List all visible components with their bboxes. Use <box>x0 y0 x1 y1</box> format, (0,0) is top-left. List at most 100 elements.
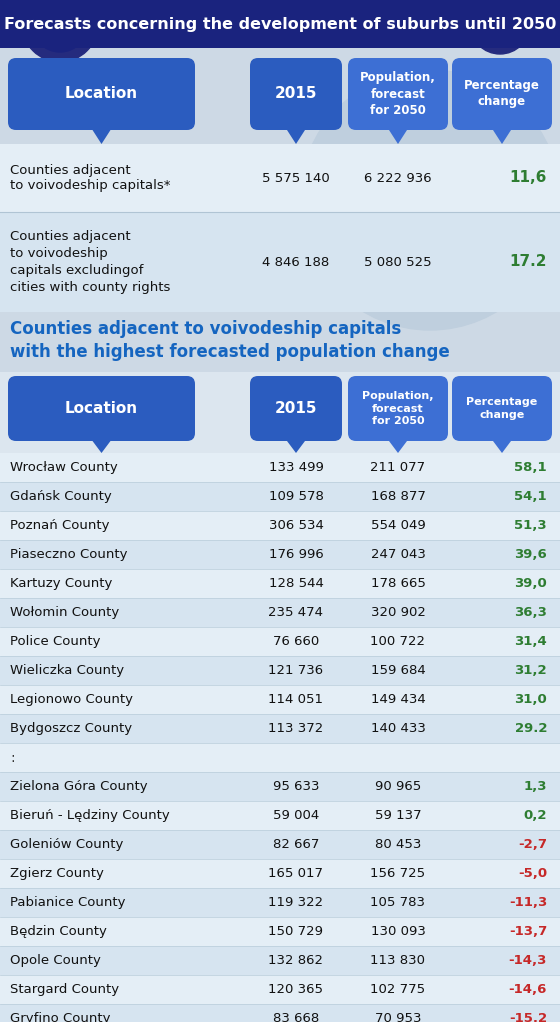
Text: Wieliczka County: Wieliczka County <box>10 664 124 677</box>
Text: 247 043: 247 043 <box>371 548 426 561</box>
Text: 83 668: 83 668 <box>273 1012 319 1022</box>
Text: Kartuzy County: Kartuzy County <box>10 577 113 590</box>
Circle shape <box>32 0 88 52</box>
Polygon shape <box>92 442 110 453</box>
Text: Zgierz County: Zgierz County <box>10 867 104 880</box>
Text: 128 544: 128 544 <box>269 577 324 590</box>
Bar <box>0 917 560 946</box>
Text: Counties adjacent
to voivodeship
capitals excludingof
cities with county rights: Counties adjacent to voivodeship capital… <box>10 230 170 294</box>
Text: Counties adjacent to voivodeship capitals
with the highest forecasted population: Counties adjacent to voivodeship capital… <box>10 320 450 361</box>
Text: Stargard County: Stargard County <box>10 983 119 996</box>
Bar <box>0 888 560 917</box>
Text: -13,7: -13,7 <box>508 925 547 938</box>
Text: 59 004: 59 004 <box>273 809 319 822</box>
Polygon shape <box>493 442 511 453</box>
Bar <box>0 975 560 1004</box>
Text: 11,6: 11,6 <box>510 171 547 186</box>
Text: 235 474: 235 474 <box>268 606 324 619</box>
Text: 133 499: 133 499 <box>269 461 324 474</box>
Polygon shape <box>92 130 110 144</box>
Text: 130 093: 130 093 <box>371 925 426 938</box>
Bar <box>0 48 560 375</box>
Text: 39,6: 39,6 <box>514 548 547 561</box>
Bar <box>0 540 560 569</box>
Bar <box>0 743 560 772</box>
Text: Wrocław County: Wrocław County <box>10 461 118 474</box>
Text: 31,2: 31,2 <box>515 664 547 677</box>
Text: Percentage
change: Percentage change <box>464 80 540 108</box>
Text: 58,1: 58,1 <box>515 461 547 474</box>
Text: 31,0: 31,0 <box>514 693 547 706</box>
Text: Wołomin County: Wołomin County <box>10 606 119 619</box>
Text: Piaseczno County: Piaseczno County <box>10 548 128 561</box>
Text: 5 575 140: 5 575 140 <box>262 172 330 185</box>
Text: 39,0: 39,0 <box>514 577 547 590</box>
Text: 105 783: 105 783 <box>371 896 426 909</box>
Bar <box>0 212 560 312</box>
Text: Opole County: Opole County <box>10 954 101 967</box>
Text: -2,7: -2,7 <box>518 838 547 851</box>
Text: 76 660: 76 660 <box>273 635 319 648</box>
Text: Goleniów County: Goleniów County <box>10 838 123 851</box>
Bar <box>0 372 560 1022</box>
Text: Będzin County: Będzin County <box>10 925 107 938</box>
Text: 4 846 188: 4 846 188 <box>263 256 330 269</box>
Text: Population,
forecast
for 2050: Population, forecast for 2050 <box>360 72 436 117</box>
Bar <box>0 801 560 830</box>
Text: Gryfino County: Gryfino County <box>10 1012 110 1022</box>
Text: Zielona Góra County: Zielona Góra County <box>10 780 148 793</box>
Text: 113 372: 113 372 <box>268 722 324 735</box>
Polygon shape <box>493 130 511 144</box>
Text: Bieruń - Lędziny County: Bieruń - Lędziny County <box>10 809 170 822</box>
FancyBboxPatch shape <box>348 58 448 130</box>
Text: 132 862: 132 862 <box>268 954 324 967</box>
Bar <box>0 144 560 212</box>
Text: 1,3: 1,3 <box>524 780 547 793</box>
Text: -15,2: -15,2 <box>509 1012 547 1022</box>
Text: 100 722: 100 722 <box>371 635 426 648</box>
Text: 149 434: 149 434 <box>371 693 426 706</box>
Polygon shape <box>287 130 305 144</box>
Text: 156 725: 156 725 <box>370 867 426 880</box>
FancyBboxPatch shape <box>452 376 552 442</box>
Text: Location: Location <box>65 87 138 101</box>
Text: 102 775: 102 775 <box>370 983 426 996</box>
Text: 5 080 525: 5 080 525 <box>364 256 432 269</box>
Polygon shape <box>389 130 407 144</box>
Text: 70 953: 70 953 <box>375 1012 421 1022</box>
Text: 120 365: 120 365 <box>268 983 324 996</box>
Bar <box>0 685 560 714</box>
Circle shape <box>22 0 98 62</box>
Circle shape <box>300 69 560 330</box>
Text: Gdańsk County: Gdańsk County <box>10 490 112 503</box>
Bar <box>0 656 560 685</box>
Bar <box>0 946 560 975</box>
Text: Poznań County: Poznań County <box>10 519 110 532</box>
Text: 114 051: 114 051 <box>268 693 324 706</box>
Text: Counties adjacent
to voivodeship capitals*: Counties adjacent to voivodeship capital… <box>10 164 170 192</box>
FancyBboxPatch shape <box>8 58 195 130</box>
Text: 150 729: 150 729 <box>268 925 324 938</box>
Text: 211 077: 211 077 <box>370 461 426 474</box>
Text: 113 830: 113 830 <box>371 954 426 967</box>
Bar <box>0 453 560 482</box>
Text: 17.2: 17.2 <box>510 254 547 270</box>
Text: 0,2: 0,2 <box>524 809 547 822</box>
Bar <box>0 598 560 628</box>
Text: -11,3: -11,3 <box>508 896 547 909</box>
Bar <box>0 628 560 656</box>
Text: 80 453: 80 453 <box>375 838 421 851</box>
Text: 2015: 2015 <box>275 87 318 101</box>
Text: 54,1: 54,1 <box>515 490 547 503</box>
Text: -5,0: -5,0 <box>518 867 547 880</box>
Text: 121 736: 121 736 <box>268 664 324 677</box>
Text: 6 222 936: 6 222 936 <box>364 172 432 185</box>
FancyBboxPatch shape <box>8 376 195 442</box>
Bar <box>0 714 560 743</box>
Text: 31,4: 31,4 <box>514 635 547 648</box>
Text: 109 578: 109 578 <box>269 490 324 503</box>
Text: 320 902: 320 902 <box>371 606 426 619</box>
Text: 168 877: 168 877 <box>371 490 426 503</box>
Text: 119 322: 119 322 <box>268 896 324 909</box>
Bar <box>0 569 560 598</box>
